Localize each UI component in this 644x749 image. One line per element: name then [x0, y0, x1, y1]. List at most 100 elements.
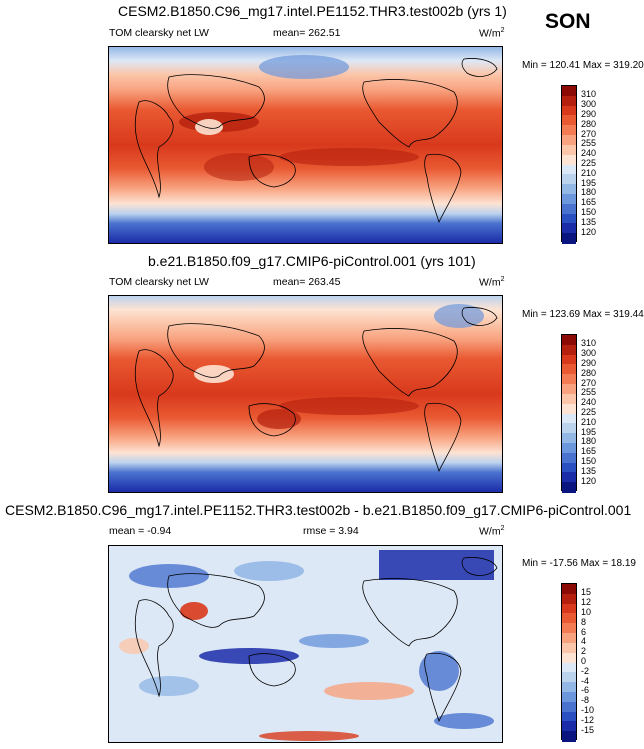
- colorbar-swatch: [562, 164, 576, 175]
- panel3-map: [108, 545, 503, 743]
- panel2-mean: mean= 263.45: [273, 276, 341, 288]
- panel2-minmax: Min = 123.69 Max = 319.44: [522, 309, 644, 320]
- colorbar-swatch: [562, 174, 576, 185]
- panel3-mean: mean = -0.94: [109, 525, 172, 537]
- colorbar-tick-label: 2: [581, 646, 587, 657]
- colorbar-swatch: [562, 384, 576, 395]
- colorbar-tick-label: 310: [581, 338, 597, 349]
- colorbar-tick-label: 270: [581, 128, 597, 139]
- colorbar-swatch: [562, 393, 576, 405]
- colorbar-swatch: [562, 584, 576, 595]
- colorbar-tick-label: 300: [581, 348, 597, 359]
- colorbar-tick-label: 8: [581, 616, 587, 627]
- panel1-title: CESM2.B1850.C96_mg17.intel.PE1152.THR3.t…: [118, 3, 507, 19]
- colorbar-tick-label: -15: [581, 724, 595, 735]
- colorbar-tick-label: 10: [581, 606, 592, 617]
- colorbar-tick-label: 135: [581, 465, 597, 476]
- colorbar-tick-label: 210: [581, 167, 597, 178]
- panel1-minmax: Min = 120.41 Max = 319.20: [522, 60, 644, 71]
- colorbar-tick-label: 180: [581, 436, 597, 447]
- colorbar-swatch: [562, 701, 576, 713]
- colorbar-swatch: [562, 613, 576, 624]
- colorbar-tick-label: 135: [581, 216, 597, 227]
- colorbar-swatch: [562, 462, 576, 473]
- colorbar-swatch: [562, 423, 576, 434]
- panel1-colorbar: 310 300 290 280 270 255 240 225 210 195 180 165 150 1…: [561, 85, 621, 244]
- colorbar-tick-label: 255: [581, 387, 597, 398]
- colorbar-swatch: [562, 125, 576, 136]
- colorbar-swatch: [562, 223, 576, 234]
- colorbar-swatch: [562, 344, 576, 356]
- panel2-patches: [194, 304, 484, 429]
- colorbar-tick-label: 255: [581, 138, 597, 149]
- panel1-map: [108, 46, 503, 244]
- colorbar-swatch: [562, 721, 576, 732]
- colorbar-tick-label: 225: [581, 158, 597, 168]
- colorbar-swatch: [562, 593, 576, 605]
- panel2-units: W/m2: [479, 276, 505, 289]
- panel1-patches: [179, 55, 419, 181]
- colorbar-swatch: [562, 642, 576, 654]
- colorbar-tick-label: 300: [581, 99, 597, 110]
- colorbar-tick-label: 195: [581, 426, 597, 437]
- colorbar-tick-label: 12: [581, 597, 592, 608]
- colorbar-swatch: [562, 354, 576, 365]
- colorbar-swatch: [562, 652, 576, 663]
- colorbar-swatch: [562, 95, 576, 107]
- colorbar-tick-label: 290: [581, 357, 597, 368]
- colorbar-tick-label: -12: [581, 714, 595, 725]
- panel2-colorbar: 310 300 290 280 270 255 240 225 210 195 180 165 150 1…: [561, 334, 621, 493]
- panel2-variable: TOM clearsky net LW: [109, 276, 209, 288]
- colorbar-swatch: [562, 672, 576, 683]
- panel2-coastlines: [134, 307, 498, 473]
- colorbar-swatch: [562, 482, 576, 493]
- season-label: SON: [545, 10, 591, 33]
- colorbar-tick-label: -10: [581, 705, 595, 716]
- colorbar-tick-label: 165: [581, 197, 597, 208]
- colorbar-tick-label: 0: [581, 656, 587, 666]
- colorbar-tick-label: 165: [581, 446, 597, 457]
- colorbar-swatch: [562, 442, 576, 454]
- colorbar-swatch: [562, 633, 576, 644]
- panel3-rmse: rmse = 3.94: [303, 525, 359, 537]
- colorbar-swatch: [562, 403, 576, 414]
- panel2-title: b.e21.B1850.f09_g17.CMIP6-piControl.001 …: [148, 253, 476, 269]
- colorbar-swatch: [562, 731, 576, 742]
- colorbar-tick-label: -6: [581, 685, 590, 696]
- colorbar-tick-label: 150: [581, 207, 597, 218]
- colorbar-swatch: [562, 452, 576, 464]
- panel2-map: [108, 295, 503, 493]
- panel3-units: W/m2: [479, 525, 505, 538]
- panel1-mean: mean= 262.51: [273, 27, 341, 39]
- colorbar-swatch: [562, 662, 576, 673]
- colorbar-swatch: [562, 691, 576, 703]
- colorbar-swatch: [562, 135, 576, 146]
- colorbar-swatch: [562, 623, 576, 634]
- colorbar-swatch: [562, 144, 576, 156]
- colorbar-tick-label: 290: [581, 108, 597, 119]
- colorbar-tick-label: 240: [581, 397, 597, 408]
- colorbar-tick-label: 150: [581, 456, 597, 467]
- colorbar-swatch: [562, 711, 576, 722]
- panel3-title: CESM2.B1850.C96_mg17.intel.PE1152.THR3.t…: [5, 502, 632, 518]
- panel3-minmax: Min = -17.56 Max = 18.19: [522, 558, 636, 569]
- colorbar-swatch: [562, 213, 576, 224]
- colorbar-tick-label: -4: [581, 675, 590, 686]
- colorbar-swatch: [562, 184, 576, 195]
- panel1-variable: TOM clearsky net LW: [109, 27, 209, 39]
- colorbar-swatch: [562, 115, 576, 126]
- colorbar-swatch: [562, 374, 576, 385]
- panel1-coastlines: [134, 58, 498, 224]
- colorbar-swatch: [562, 603, 576, 614]
- colorbar-swatch: [562, 682, 576, 693]
- panel3-colorbar: 15 12 10 8 6 4 2 0 -2 -4 -6 -8 -10 -12 -15: [561, 583, 621, 742]
- colorbar-swatch: [562, 433, 576, 444]
- colorbar-tick-label: 195: [581, 177, 597, 188]
- colorbar-tick-label: 225: [581, 407, 597, 417]
- colorbar-swatch: [562, 105, 576, 116]
- colorbar-tick-label: 280: [581, 118, 597, 129]
- colorbar-swatch: [562, 233, 576, 244]
- colorbar-swatch: [562, 413, 576, 424]
- colorbar-swatch: [562, 193, 576, 205]
- colorbar-tick-label: 310: [581, 89, 597, 100]
